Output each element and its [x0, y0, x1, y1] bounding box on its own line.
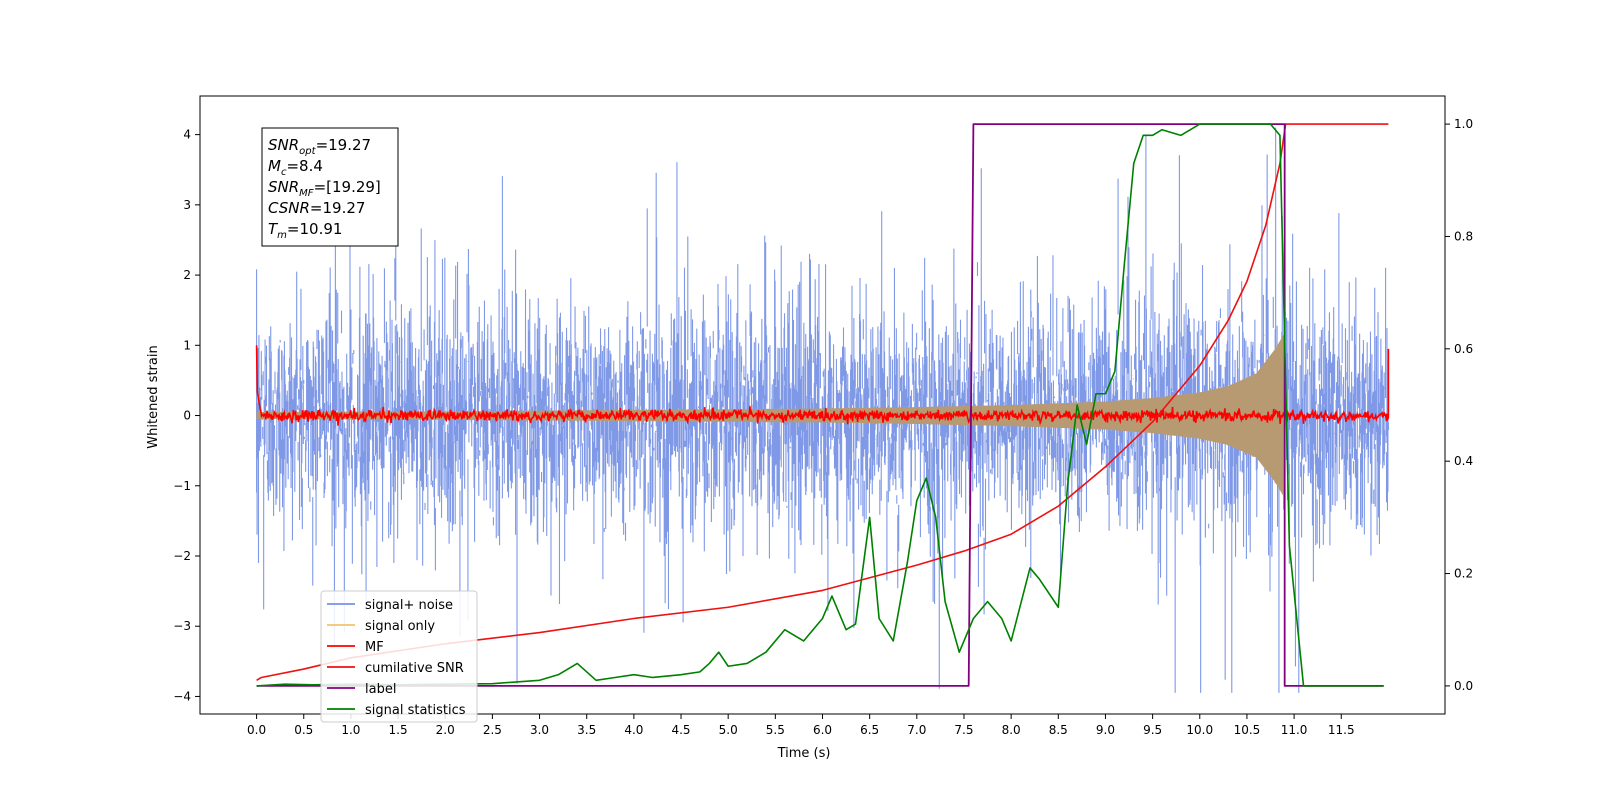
- x-tick-label: 4.0: [624, 723, 643, 737]
- x-tick-label: 1.5: [389, 723, 408, 737]
- y-left-tick-label: 1: [183, 338, 191, 352]
- legend-label: signal+ noise: [365, 598, 453, 613]
- series-label: [256, 123, 1384, 687]
- y-right-tick-label: 0.8: [1454, 229, 1473, 243]
- legend-frame: [320, 590, 478, 723]
- x-tick-label: 5.5: [766, 723, 785, 737]
- x-tick-label: 8.0: [1002, 723, 1021, 737]
- x-tick-label: 6.5: [860, 723, 879, 737]
- info-var: T: [268, 220, 279, 238]
- x-tick-label: 2.5: [483, 723, 502, 737]
- y-right-tick-label: 1.0: [1454, 117, 1473, 131]
- y-left-ticks: −4 −3 −2 −1 0 1 2 3 4: [173, 128, 200, 703]
- info-value: =19.27: [316, 136, 372, 154]
- info-line: Mc=8.4: [268, 157, 323, 178]
- x-ticks: 0.0 0.5 1.0 1.5 2.0 2.5 3.0 3.5 4.0 4.5 5.0 5.5 6.0 6…: [247, 714, 1355, 737]
- x-tick-label: 0.0: [247, 723, 266, 737]
- y-left-tick-label: −1: [173, 479, 191, 493]
- info-line: SNRMF=[19.29]: [268, 178, 381, 199]
- x-tick-label: 4.5: [671, 723, 690, 737]
- info-sub: m: [277, 230, 287, 241]
- info-var: M: [268, 157, 281, 175]
- series-mf: [255, 345, 1390, 426]
- legend-label: signal statistics: [365, 703, 466, 718]
- info-var: CSNR: [268, 199, 310, 217]
- x-tick-label: 3.0: [530, 723, 549, 737]
- y-right-tick-label: 0.4: [1454, 454, 1473, 468]
- info-sub: MF: [299, 188, 314, 199]
- series-signal-statistics: [256, 123, 1384, 687]
- x-axis-label: Time (s): [777, 746, 831, 761]
- y-left-tick-label: −4: [173, 689, 191, 703]
- legend-label: MF: [365, 640, 384, 655]
- info-var: SNR: [268, 136, 299, 154]
- x-tick-label: 10.5: [1234, 723, 1261, 737]
- x-tick-label: 10.0: [1186, 723, 1213, 737]
- x-tick-label: 0.5: [294, 723, 313, 737]
- y-left-tick-label: 4: [183, 128, 191, 142]
- info-box: SNRopt=19.27Mc=8.4SNRMF=[19.29]CSNR=19.2…: [261, 127, 399, 247]
- x-tick-label: 7.5: [954, 723, 973, 737]
- y-right-ticks: 0.0 0.2 0.4 0.6 0.8 1.0: [1445, 117, 1473, 693]
- x-tick-label: 9.5: [1143, 723, 1162, 737]
- info-value: =[19.29]: [314, 178, 381, 196]
- x-tick-label: 1.0: [341, 723, 360, 737]
- x-tick-label: 2.0: [436, 723, 455, 737]
- info-box-frame: [261, 127, 399, 247]
- y-right-tick-label: 0.0: [1454, 679, 1473, 693]
- y-left-tick-label: 0: [183, 409, 191, 423]
- legend-label: label: [365, 682, 396, 697]
- y-left-tick-label: 2: [183, 268, 191, 282]
- x-tick-label: 6.0: [813, 723, 832, 737]
- info-value: =8.4: [286, 157, 322, 175]
- x-tick-label: 3.5: [577, 723, 596, 737]
- info-value: =19.27: [310, 199, 366, 217]
- x-tick-label: 11.0: [1281, 723, 1308, 737]
- legend-label: signal only: [365, 619, 435, 634]
- info-line: CSNR=19.27: [268, 199, 365, 217]
- x-tick-label: 11.5: [1328, 723, 1355, 737]
- legend-label: cumilative SNR: [365, 661, 464, 676]
- info-value: =10.91: [287, 220, 343, 238]
- info-line: SNRopt=19.27: [268, 136, 371, 157]
- y-right-tick-label: 0.6: [1454, 342, 1473, 356]
- x-tick-label: 8.5: [1049, 723, 1068, 737]
- x-tick-label: 9.0: [1096, 723, 1115, 737]
- x-tick-label: 5.0: [719, 723, 738, 737]
- info-var: SNR: [268, 178, 299, 196]
- y-left-tick-label: −3: [173, 619, 191, 633]
- y-axis-label: Whitened strain: [146, 345, 161, 448]
- y-left-tick-label: −2: [173, 549, 191, 563]
- y-right-tick-label: 0.2: [1454, 567, 1473, 581]
- y-left-tick-label: 3: [183, 198, 191, 212]
- info-sub: c: [281, 167, 287, 178]
- x-tick-label: 7.0: [907, 723, 926, 737]
- legend: signal+ noise signal only MF cumilative SNR…: [320, 590, 478, 723]
- info-sub: opt: [299, 146, 316, 157]
- info-line: Tm=10.91: [268, 220, 342, 241]
